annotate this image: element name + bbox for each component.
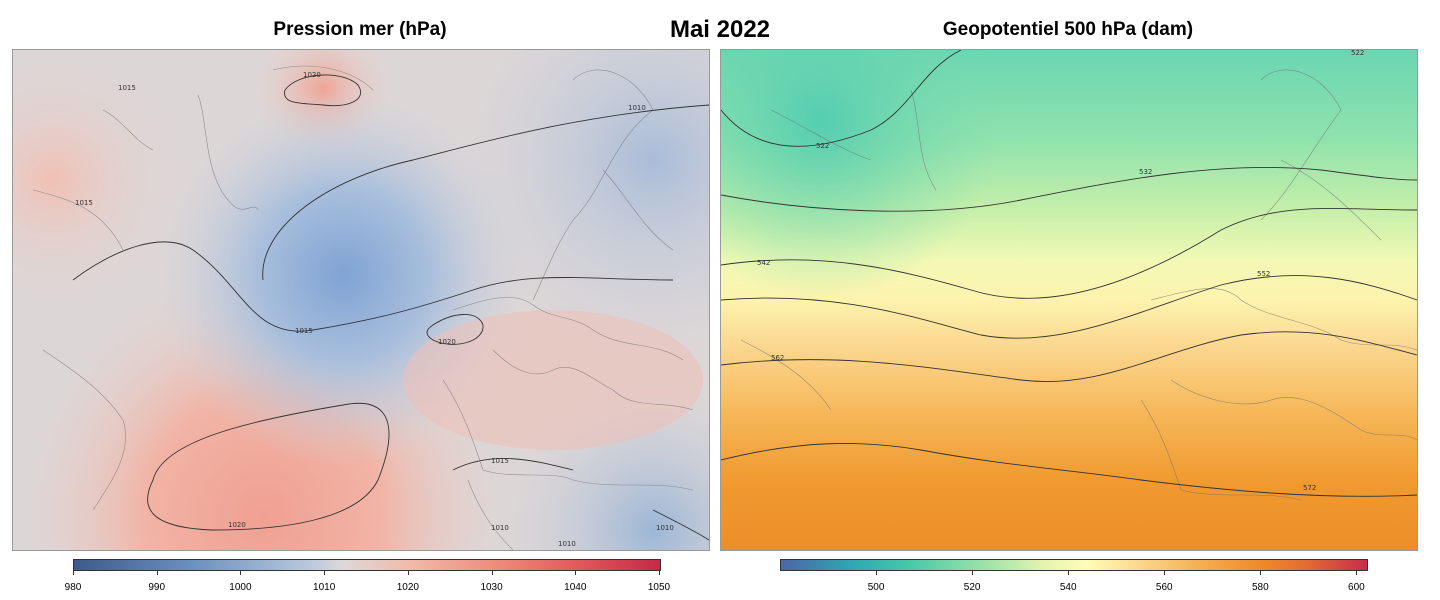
geopotential-colorbar-tick-mark <box>1068 571 1070 575</box>
pressure-map-title: Pression mer (hPa) <box>273 19 447 40</box>
pressure-colorbar-tick-label: 990 <box>148 582 166 593</box>
pressure-colorbar-tick-label: 1040 <box>564 582 587 593</box>
geopotential-colorbar-tick-mark <box>876 571 878 575</box>
contour-label: 522 <box>816 142 829 150</box>
pressure-colorbar-tick-label: 1030 <box>480 582 503 593</box>
contour-label: 552 <box>1257 270 1270 278</box>
geopotential-colorbar-tick-label: 560 <box>1155 582 1173 593</box>
pressure-map: 1020 1015 1010 1015 1015 1020 1020 1015 … <box>12 49 710 551</box>
geopotential-colorbar-tick-mark <box>972 571 974 575</box>
contour-label: 532 <box>1139 168 1152 176</box>
isobar-label: 1015 <box>491 457 509 465</box>
pressure-colorbar-tick-mark <box>73 571 74 575</box>
geopotential-map: 522 532 522 542 552 562 572 <box>720 49 1418 551</box>
pressure-colorbar-tick-label: 1010 <box>313 582 336 593</box>
geopotential-colorbar <box>780 559 1368 571</box>
pressure-colorbar-tick-mark <box>659 571 660 575</box>
pressure-colorbar-tick-mark <box>240 571 242 575</box>
contour-label: 522 <box>1351 50 1364 57</box>
isobar-label: 1010 <box>656 524 674 532</box>
geopotential-colorbar-tick-label: 520 <box>963 582 981 593</box>
pressure-colorbar <box>73 559 661 571</box>
isobar-label: 1020 <box>438 338 456 346</box>
geopotential-colorbar-tick-label: 540 <box>1059 582 1077 593</box>
isobar-label: 1015 <box>295 327 313 335</box>
isobar-label: 1010 <box>558 540 576 548</box>
pressure-colorbar-tick-mark <box>156 571 158 575</box>
pressure-colorbar-tick-mark <box>575 571 577 575</box>
geopotential-colorbar-tick-mark <box>1356 571 1358 575</box>
pressure-colorbar-tick-label: 1050 <box>647 582 671 593</box>
geopotential-colorbar-tick-label: 580 <box>1251 582 1269 593</box>
pressure-colorbar-tick-label: 980 <box>64 582 82 593</box>
pressure-colorbar-tick-mark <box>407 571 409 575</box>
geopotential-colorbar-tick-label: 600 <box>1348 582 1365 593</box>
pressure-colorbar-tick-mark <box>324 571 326 575</box>
geopotential-colorbar-tick-label: 500 <box>867 582 885 593</box>
geopotential-map-title: Geopotentiel 500 hPa (dam) <box>942 19 1194 40</box>
pressure-colorbar-tick-mark <box>491 571 493 575</box>
isobar-label: 1020 <box>228 521 246 529</box>
contour-label: 542 <box>757 259 770 267</box>
isobar-label: 1015 <box>75 199 93 207</box>
isobar-label: 1010 <box>628 104 646 112</box>
geopotential-colorbar-tick-mark <box>1164 571 1166 575</box>
isobar-label: 1020 <box>303 71 321 79</box>
geopotential-colorbar-tick-mark <box>1260 571 1262 575</box>
isobar-label: 1010 <box>491 524 509 532</box>
contour-label: 562 <box>771 354 784 362</box>
contour-label: 572 <box>1303 484 1316 492</box>
pressure-colorbar-tick-label: 1000 <box>229 582 252 593</box>
main-title: Mai 2022 <box>669 16 771 43</box>
pressure-colorbar-tick-label: 1020 <box>396 582 419 593</box>
isobar-label: 1015 <box>118 84 136 92</box>
